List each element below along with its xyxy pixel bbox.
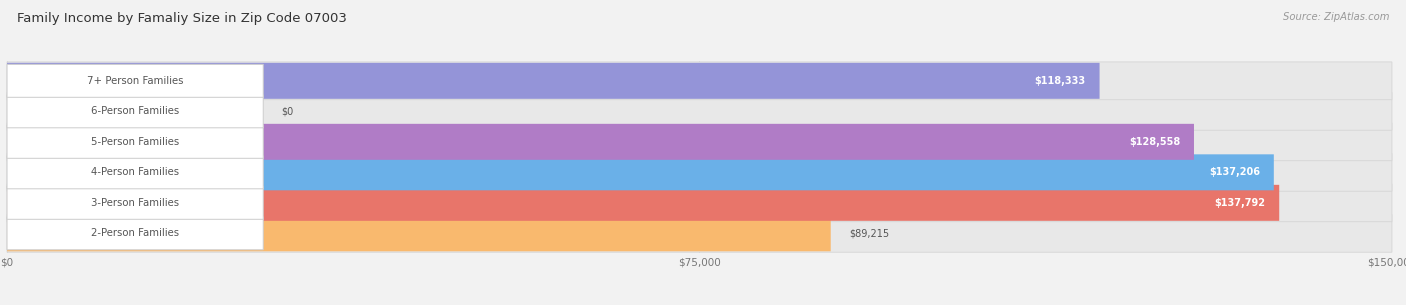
FancyBboxPatch shape [7, 125, 263, 158]
FancyBboxPatch shape [7, 124, 1194, 160]
FancyBboxPatch shape [7, 214, 1392, 252]
Text: 6-Person Families: 6-Person Families [91, 106, 179, 116]
FancyBboxPatch shape [7, 184, 1392, 222]
Text: $137,206: $137,206 [1209, 167, 1260, 177]
FancyBboxPatch shape [7, 186, 263, 219]
FancyBboxPatch shape [7, 185, 1279, 221]
FancyBboxPatch shape [7, 62, 1392, 100]
FancyBboxPatch shape [7, 95, 263, 128]
FancyBboxPatch shape [7, 123, 1392, 161]
Text: 7+ Person Families: 7+ Person Families [87, 76, 183, 86]
FancyBboxPatch shape [7, 217, 263, 250]
Text: $118,333: $118,333 [1035, 76, 1085, 86]
Text: Family Income by Famaliy Size in Zip Code 07003: Family Income by Famaliy Size in Zip Cod… [17, 12, 347, 25]
Text: 2-Person Families: 2-Person Families [91, 228, 179, 238]
FancyBboxPatch shape [7, 153, 1392, 191]
Text: 5-Person Families: 5-Person Families [91, 137, 179, 147]
FancyBboxPatch shape [7, 156, 263, 189]
Text: Source: ZipAtlas.com: Source: ZipAtlas.com [1282, 12, 1389, 22]
Text: $128,558: $128,558 [1129, 137, 1180, 147]
Text: $89,215: $89,215 [849, 228, 890, 238]
FancyBboxPatch shape [7, 215, 831, 251]
FancyBboxPatch shape [7, 63, 1099, 99]
FancyBboxPatch shape [7, 64, 263, 97]
Text: $0: $0 [281, 106, 294, 116]
Text: 4-Person Families: 4-Person Families [91, 167, 179, 177]
Text: 3-Person Families: 3-Person Families [91, 198, 179, 208]
FancyBboxPatch shape [7, 92, 1392, 130]
FancyBboxPatch shape [7, 154, 1274, 190]
Text: $137,792: $137,792 [1215, 198, 1265, 208]
